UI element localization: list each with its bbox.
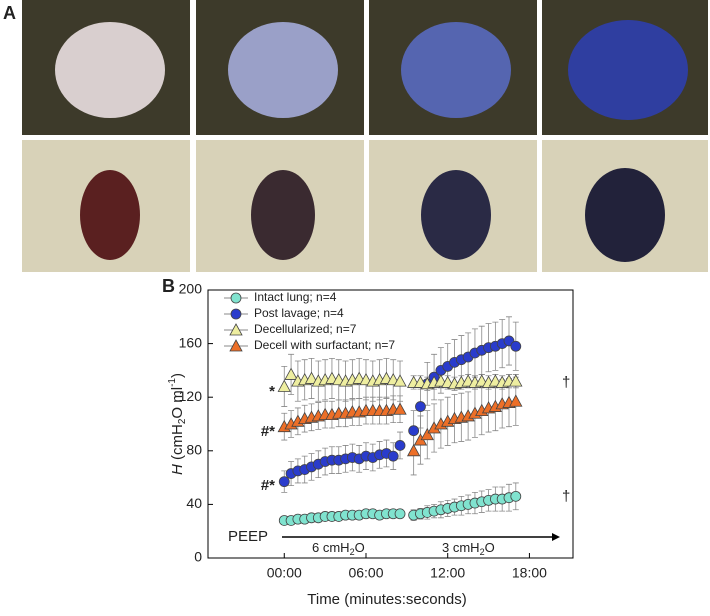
legend-label: Intact lung; n=4 (254, 290, 337, 304)
data-point (394, 508, 406, 520)
y-label-part: (cmH (169, 424, 186, 464)
data-point (304, 371, 319, 384)
photos (22, 0, 708, 272)
data-point (509, 394, 523, 407)
legend-label: Decellularized; n=7 (254, 322, 357, 336)
annotation: † (562, 488, 570, 505)
data-point (394, 440, 406, 451)
data-point (408, 425, 420, 437)
legend-marker (229, 339, 243, 352)
panel-label: B (162, 276, 175, 296)
y-tick-label: 0 (194, 549, 202, 565)
y-label-part: ) (169, 373, 186, 378)
y-label-part: O ml (169, 387, 186, 419)
y-label-part: -1 (167, 378, 178, 387)
legend-marker (230, 308, 242, 320)
lung (228, 22, 338, 118)
data-point (387, 450, 399, 462)
peep-part: 2 (480, 547, 485, 557)
y-label-part: 2 (177, 418, 188, 424)
data-point (277, 379, 291, 392)
data-point (406, 443, 421, 457)
lung (401, 22, 511, 118)
data-point (509, 374, 523, 387)
peep-part: 3 cmH (442, 540, 480, 555)
lung (585, 168, 665, 262)
peep-label: PEEP (228, 528, 268, 545)
y-axis-label: H (cmH2O ml-1) (167, 373, 188, 475)
y-tick-label: 200 (179, 281, 203, 297)
data-point (393, 402, 407, 415)
lung (568, 20, 688, 120)
annotation: † (562, 374, 570, 391)
peep-setting: 3 cmH2O (442, 540, 495, 557)
annotation: #* (261, 423, 275, 440)
peep-part: 2 (350, 547, 355, 557)
y-tick-label: 40 (186, 495, 202, 511)
x-tick-label: 12:00 (430, 565, 465, 581)
annotation: #* (261, 477, 275, 494)
peep-setting: 6 cmH2O (312, 540, 365, 557)
legend-marker (230, 292, 242, 304)
data-point (510, 340, 522, 352)
x-tick-label: 18:00 (512, 565, 547, 581)
plot-frame (207, 289, 574, 559)
legend-marker (229, 323, 243, 336)
data-point (420, 427, 434, 441)
y-tick-label: 80 (186, 442, 202, 458)
annotation: * (269, 383, 275, 400)
peep-part: O (355, 540, 365, 555)
legend-label: Post lavage; n=4 (254, 306, 344, 320)
data-point (284, 367, 298, 380)
data-point (393, 374, 407, 387)
x-axis-label: Time (minutes:seconds) (307, 591, 467, 608)
lung (55, 22, 165, 118)
y-tick-label: 160 (179, 334, 203, 350)
peep-part: 6 cmH (312, 540, 350, 555)
peep-arrow-head (552, 533, 560, 541)
data-point (415, 401, 426, 412)
lung (421, 170, 491, 260)
data-point (510, 490, 522, 502)
y-label-part: H (169, 464, 186, 475)
lung (80, 170, 140, 260)
legend-label: Decell with surfactant; n=7 (254, 338, 395, 352)
y-tick-label: 120 (179, 388, 203, 404)
lung (251, 170, 315, 260)
x-tick-label: 06:00 (348, 565, 383, 581)
x-tick-label: 00:00 (267, 565, 302, 581)
panel-label: A (3, 3, 16, 23)
data-point (278, 476, 290, 488)
peep-part: O (485, 540, 495, 555)
